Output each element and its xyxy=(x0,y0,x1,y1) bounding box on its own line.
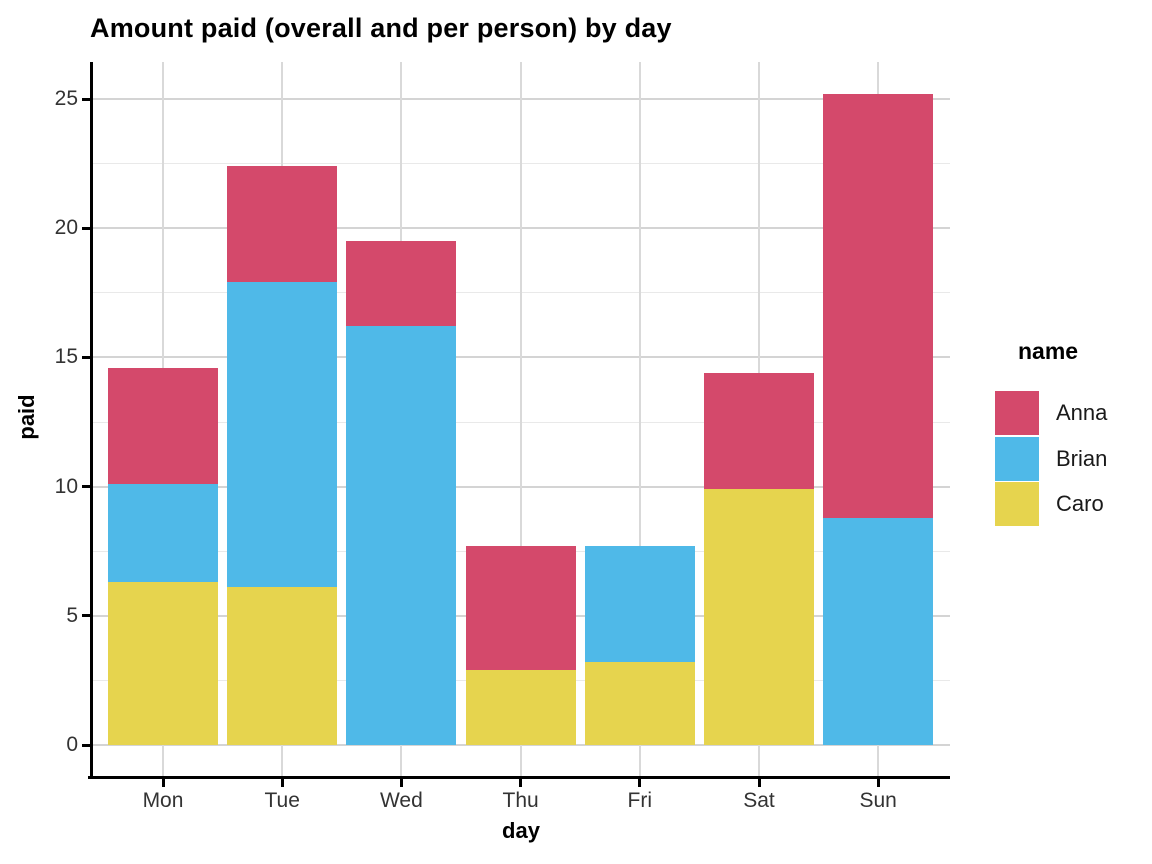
y-tick-label: 10 xyxy=(54,474,78,498)
bar-segment-caro-sat xyxy=(704,489,814,745)
y-tick-label: 0 xyxy=(66,733,78,756)
legend-title: name xyxy=(1018,338,1079,364)
x-tick-label: Wed xyxy=(379,789,423,812)
x-tick-mark xyxy=(757,779,761,787)
y-tick-mark xyxy=(82,485,90,489)
bar-segment-caro-thu xyxy=(465,670,576,745)
x-tick-mark xyxy=(399,779,403,787)
bar-segment-anna-mon xyxy=(108,367,218,484)
x-tick-label: Sun xyxy=(859,789,897,812)
x-axis-line xyxy=(88,776,950,779)
bar-segment-anna-sat xyxy=(704,372,814,490)
bar-segment-caro-tue xyxy=(227,587,338,745)
gridline-vertical-major xyxy=(519,62,522,776)
bar-segment-anna-tue xyxy=(227,166,338,283)
bar-segment-anna-sun xyxy=(823,93,934,518)
legend-label-caro: Caro xyxy=(1056,491,1104,516)
bar-segment-brian-fri xyxy=(584,546,695,663)
plot-panel xyxy=(93,62,950,776)
legend-key-brian xyxy=(995,436,1039,481)
x-tick-mark xyxy=(876,779,880,787)
legend-label-anna: Anna xyxy=(1056,400,1108,425)
legend-label-brian: Brian xyxy=(1056,445,1108,471)
y-tick-label: 20 xyxy=(54,216,78,240)
bar-segment-brian-sun xyxy=(823,517,934,745)
x-tick-label: Sat xyxy=(743,789,775,812)
y-tick-label: 5 xyxy=(66,603,78,627)
x-tick-label: Mon xyxy=(142,789,184,812)
gridline-vertical-major xyxy=(638,62,641,776)
y-tick-mark xyxy=(82,743,90,747)
x-tick-mark xyxy=(638,779,642,787)
y-axis-line xyxy=(90,62,93,779)
x-tick-label: Fri xyxy=(627,789,653,812)
y-tick-label: 15 xyxy=(54,345,78,369)
bar-segment-brian-mon xyxy=(108,484,218,583)
y-tick-mark xyxy=(82,355,90,359)
x-tick-mark xyxy=(519,779,523,787)
x-axis-title: day xyxy=(502,818,540,843)
bar-segment-brian-tue xyxy=(227,282,338,588)
y-tick-label: 25 xyxy=(54,87,78,110)
bar-segment-caro-fri xyxy=(584,662,695,745)
chart-title: Amount paid (overall and per person) by … xyxy=(90,13,672,43)
legend-key-caro xyxy=(995,482,1039,526)
bar-segment-brian-wed xyxy=(346,326,457,745)
y-tick-mark xyxy=(82,614,90,618)
x-tick-label: Tue xyxy=(264,789,300,812)
bar-segment-caro-mon xyxy=(108,582,218,745)
bar-segment-anna-thu xyxy=(465,546,576,671)
bar-segment-anna-wed xyxy=(346,241,457,327)
y-tick-mark xyxy=(82,97,90,101)
y-tick-mark xyxy=(82,226,90,230)
x-tick-label: Thu xyxy=(502,789,539,812)
x-tick-mark xyxy=(161,779,165,787)
legend-key-anna xyxy=(995,391,1039,435)
x-tick-mark xyxy=(280,779,284,787)
